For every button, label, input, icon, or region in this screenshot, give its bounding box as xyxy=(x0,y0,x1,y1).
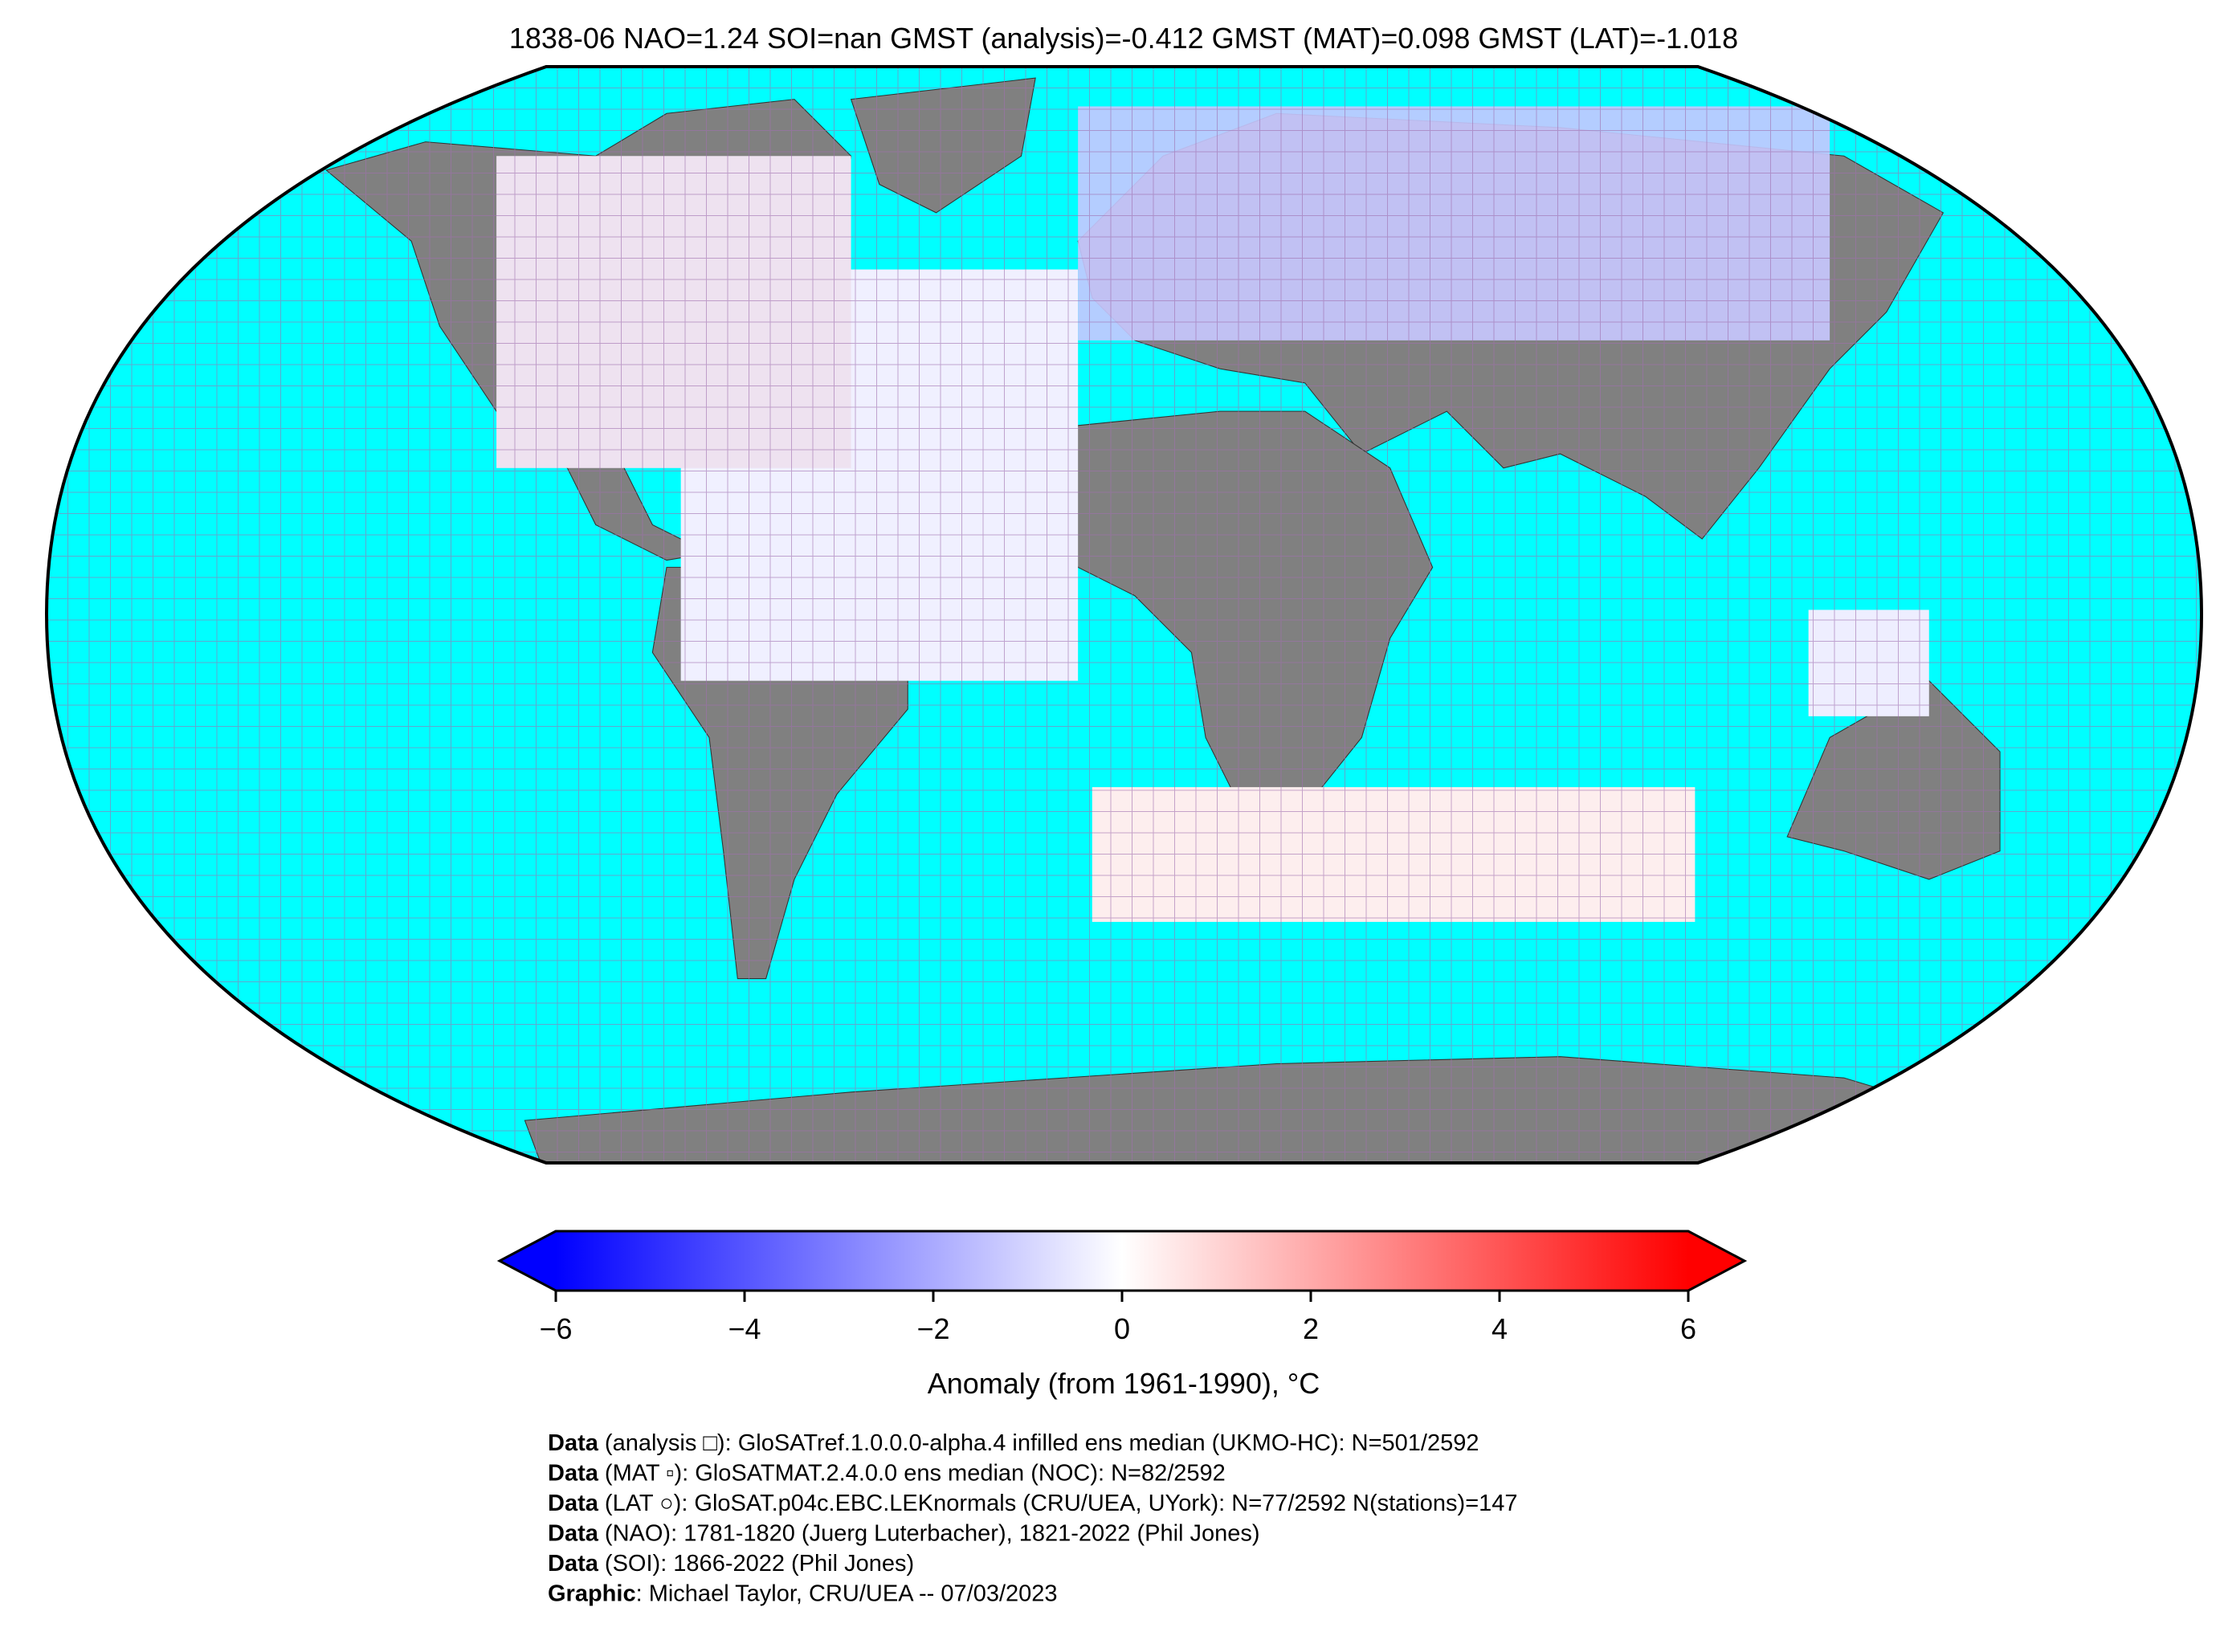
colorbar-tick-label: 2 xyxy=(1303,1312,1319,1345)
title: 1838-06 NAO=1.24 SOI=nan GMST (analysis)… xyxy=(509,22,1738,55)
colorbar-tick-label: 6 xyxy=(1680,1312,1696,1345)
credit-text: (LAT ○): GloSAT.p04c.EBC.LEKnormals (CRU… xyxy=(598,1491,1518,1516)
credit-line: Data (NAO): 1781-1820 (Juerg Luterbacher… xyxy=(548,1521,1260,1547)
colorbar-extend-max xyxy=(1688,1231,1745,1291)
antarctica xyxy=(524,1056,1986,1163)
credit-line: Data (LAT ○): GloSAT.p04c.EBC.LEKnormals… xyxy=(548,1491,1518,1516)
credit-text: : Michael Taylor, CRU/UEA -- 07/03/2023 xyxy=(636,1581,1058,1607)
credit-label: Data xyxy=(548,1491,599,1516)
credit-label: Data xyxy=(548,1430,599,1456)
credit-text: (MAT ▫): GloSATMAT.2.4.0.0 ens median (N… xyxy=(598,1461,1226,1487)
credit-line: Data (MAT ▫): GloSATMAT.2.4.0.0 ens medi… xyxy=(548,1461,1226,1487)
colorbar-extend-min xyxy=(500,1231,556,1291)
colorbar-tick-label: 0 xyxy=(1114,1312,1130,1345)
credit-line: Data (SOI): 1866-2022 (Phil Jones) xyxy=(548,1551,914,1577)
credit-line: Data (analysis □): GloSATref.1.0.0.0-alp… xyxy=(548,1430,1479,1456)
colorbar: −6 −4 −2 0 2 4 6 xyxy=(496,1230,1748,1345)
credit-text: (NAO): 1781-1820 (Juerg Luterbacher), 18… xyxy=(598,1521,1260,1547)
colorbar-tick-label: −6 xyxy=(539,1312,572,1345)
cell-patch xyxy=(1078,106,1830,341)
colorbar-tick-label: −4 xyxy=(728,1312,761,1345)
map xyxy=(47,67,2202,1163)
credit-text: (SOI): 1866-2022 (Phil Jones) xyxy=(598,1551,914,1577)
cell-patch xyxy=(496,156,851,468)
credit-label: Data xyxy=(548,1461,599,1487)
map-outline xyxy=(44,65,2204,1165)
credit-line: Graphic: Michael Taylor, CRU/UEA -- 07/0… xyxy=(548,1581,1058,1607)
cell-patch xyxy=(1092,787,1696,922)
colorbar-tick-label: 4 xyxy=(1492,1312,1508,1345)
graticule xyxy=(47,67,2202,1163)
credit-text: (analysis □): GloSATref.1.0.0.0-alpha.4 … xyxy=(598,1430,1479,1456)
anomaly-cells xyxy=(496,106,1929,922)
credits: Data (analysis □): GloSATref.1.0.0.0-alp… xyxy=(548,1430,1518,1607)
cell-patch xyxy=(1808,610,1929,716)
credit-label: Data xyxy=(548,1551,599,1577)
colorbar-label: Anomaly (from 1961-1990), °C xyxy=(928,1367,1320,1400)
colorbar-tick-label: −2 xyxy=(916,1312,949,1345)
credit-label: Graphic xyxy=(548,1581,636,1607)
colorbar-gradient xyxy=(556,1231,1688,1291)
credit-label: Data xyxy=(548,1521,599,1547)
